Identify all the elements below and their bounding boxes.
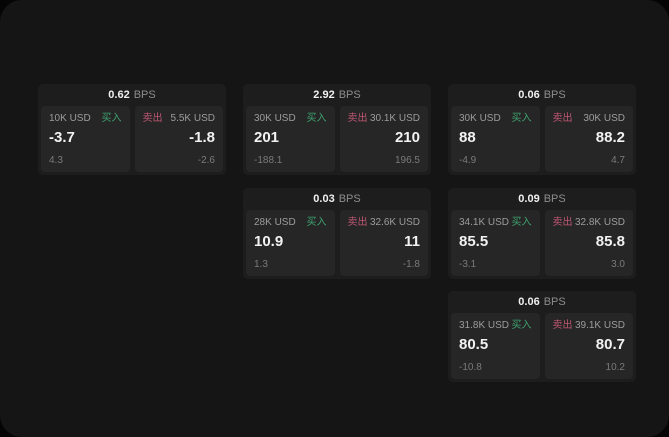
buy-amount: 10K USD	[49, 113, 91, 124]
sell-panel[interactable]: 卖出 32.6K USD 11 -1.8	[339, 210, 428, 276]
sell-tag: 卖出	[142, 113, 163, 124]
sell-tag: 卖出	[552, 217, 573, 228]
buy-price: 10.9	[254, 233, 284, 250]
quote-card: 0.09 BPS 34.1K USD 买入 85.5 -3.1 卖出 32.8K…	[448, 188, 636, 279]
sell-price: 88.2	[595, 129, 625, 146]
buy-panel[interactable]: 31.8K USD 买入 80.5 -10.8	[451, 313, 540, 379]
buy-tag: 买入	[306, 217, 327, 228]
buy-tag: 买入	[511, 320, 532, 331]
buy-panel[interactable]: 28K USD 买入 10.9 1.3	[246, 210, 335, 276]
sell-delta: -1.8	[402, 259, 420, 270]
buy-delta: 4.3	[49, 155, 63, 166]
sell-amount: 30.1K USD	[369, 113, 420, 124]
buy-price: 80.5	[459, 336, 489, 353]
buy-price: 88	[459, 129, 476, 146]
quote-card: 0.03 BPS 28K USD 买入 10.9 1.3 卖出 32.6K US…	[243, 188, 431, 279]
sell-panel[interactable]: 卖出 39.1K USD 80.7 10.2	[544, 313, 633, 379]
bps-value: 0.09	[518, 193, 540, 205]
sell-tag: 卖出	[347, 217, 368, 228]
buy-panel[interactable]: 30K USD 买入 88 -4.9	[451, 106, 540, 172]
quote-card: 2.92 BPS 30K USD 买入 201 -188.1 卖出 30.1K …	[243, 84, 431, 175]
sell-panel[interactable]: 卖出 30.1K USD 210 196.5	[339, 106, 428, 172]
bps-suffix: BPS	[338, 89, 361, 101]
buy-panel[interactable]: 34.1K USD 买入 85.5 -3.1	[451, 210, 540, 276]
sell-price: 210	[394, 129, 420, 146]
sell-delta: 196.5	[394, 155, 420, 166]
buy-tag: 买入	[306, 113, 327, 124]
sell-price: 85.8	[595, 233, 625, 250]
bps-value: 0.03	[313, 193, 335, 205]
bps-suffix: BPS	[338, 193, 361, 205]
buy-price: 85.5	[459, 233, 489, 250]
buy-amount: 30K USD	[254, 113, 296, 124]
bps-suffix: BPS	[543, 89, 566, 101]
sell-tag: 卖出	[552, 320, 573, 331]
buy-delta: -4.9	[459, 155, 477, 166]
buy-panel[interactable]: 30K USD 买入 201 -188.1	[246, 106, 335, 172]
bps-suffix: BPS	[543, 296, 566, 308]
sell-delta: 10.2	[605, 362, 625, 373]
buy-tag: 买入	[101, 113, 122, 124]
quote-card: 0.06 BPS 30K USD 买入 88 -4.9 卖出 30K USD 8…	[448, 84, 636, 175]
bps-header: 0.09 BPS	[451, 188, 633, 210]
buy-panel[interactable]: 10K USD 买入 -3.7 4.3	[41, 106, 130, 172]
buy-amount: 28K USD	[254, 217, 296, 228]
sell-amount: 5.5K USD	[170, 113, 215, 124]
bps-header: 0.03 BPS	[246, 188, 428, 210]
buy-price: 201	[254, 129, 280, 146]
buy-delta: 1.3	[254, 259, 268, 270]
sell-price: -1.8	[189, 129, 215, 146]
bps-suffix: BPS	[543, 193, 566, 205]
buy-tag: 买入	[511, 217, 532, 228]
sell-amount: 32.8K USD	[574, 217, 625, 228]
sell-panel[interactable]: 卖出 32.8K USD 85.8 3.0	[544, 210, 633, 276]
sell-tag: 卖出	[552, 113, 573, 124]
buy-amount: 30K USD	[459, 113, 501, 124]
buy-delta: -3.1	[459, 259, 477, 270]
sell-amount: 30K USD	[583, 113, 625, 124]
buy-amount: 31.8K USD	[459, 320, 510, 331]
sell-delta: -2.6	[197, 155, 215, 166]
sell-price: 80.7	[595, 336, 625, 353]
bps-header: 0.06 BPS	[451, 84, 633, 106]
sell-price: 11	[404, 233, 420, 250]
bps-header: 2.92 BPS	[246, 84, 428, 106]
bps-header: 0.62 BPS	[41, 84, 223, 106]
quote-card: 0.62 BPS 10K USD 买入 -3.7 4.3 卖出 5.5K USD…	[38, 84, 226, 175]
bps-suffix: BPS	[133, 89, 156, 101]
bps-value: 0.06	[518, 296, 540, 308]
buy-tag: 买入	[511, 113, 532, 124]
sell-amount: 39.1K USD	[574, 320, 625, 331]
bps-value: 0.62	[108, 89, 130, 101]
bps-value: 2.92	[313, 89, 335, 101]
buy-delta: -10.8	[459, 362, 482, 373]
buy-amount: 34.1K USD	[459, 217, 510, 228]
sell-panel[interactable]: 卖出 5.5K USD -1.8 -2.6	[134, 106, 223, 172]
bps-value: 0.06	[518, 89, 540, 101]
bps-header: 0.06 BPS	[451, 291, 633, 313]
sell-delta: 4.7	[611, 155, 625, 166]
sell-amount: 32.6K USD	[369, 217, 420, 228]
quote-card: 0.06 BPS 31.8K USD 买入 80.5 -10.8 卖出 39.1…	[448, 291, 636, 382]
sell-delta: 3.0	[611, 259, 625, 270]
sell-tag: 卖出	[347, 113, 368, 124]
buy-price: -3.7	[49, 129, 75, 146]
buy-delta: -188.1	[254, 155, 283, 166]
sell-panel[interactable]: 卖出 30K USD 88.2 4.7	[544, 106, 633, 172]
